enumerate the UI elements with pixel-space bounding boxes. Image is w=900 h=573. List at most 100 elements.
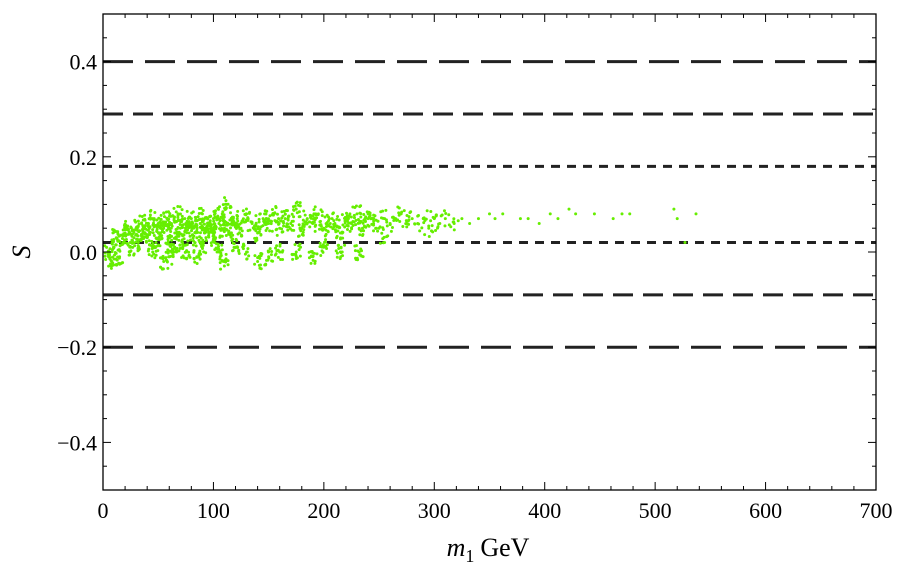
data-point — [288, 227, 292, 231]
data-point — [447, 213, 451, 217]
data-point — [160, 226, 164, 230]
data-point — [295, 256, 299, 260]
data-point — [537, 221, 541, 225]
data-point — [144, 239, 148, 243]
data-point — [155, 218, 159, 222]
data-point — [243, 252, 247, 256]
data-point — [152, 233, 156, 237]
data-point — [195, 223, 199, 227]
data-point — [416, 213, 420, 217]
data-point — [141, 231, 145, 235]
data-point — [253, 262, 257, 266]
data-point — [335, 251, 339, 255]
data-point — [186, 228, 190, 232]
data-point — [218, 261, 222, 265]
data-point — [339, 236, 343, 240]
x-tick-label: 400 — [528, 498, 561, 523]
data-point — [493, 217, 497, 221]
data-point — [303, 220, 307, 224]
data-point — [280, 210, 284, 214]
x-axis-title: m1 GeV — [447, 533, 530, 566]
data-point — [199, 236, 203, 240]
data-point — [136, 219, 140, 223]
data-point — [230, 239, 234, 243]
data-point — [401, 225, 405, 229]
data-point — [202, 222, 206, 226]
data-point — [236, 224, 240, 228]
data-point — [352, 213, 356, 217]
data-point — [110, 248, 114, 252]
data-point — [165, 259, 169, 263]
data-point — [291, 257, 295, 261]
data-point — [117, 239, 121, 243]
data-point — [270, 213, 274, 217]
data-point — [339, 255, 343, 259]
data-point — [192, 249, 196, 253]
data-point — [328, 221, 332, 225]
data-points — [103, 196, 698, 271]
data-point — [203, 227, 207, 231]
data-point — [221, 203, 225, 207]
data-point — [118, 244, 122, 248]
data-point — [384, 208, 388, 212]
data-point — [297, 248, 301, 252]
data-point — [172, 206, 176, 210]
data-point — [404, 222, 408, 226]
data-point — [160, 234, 164, 238]
data-point — [146, 225, 150, 229]
data-point — [385, 224, 389, 228]
data-point — [171, 253, 175, 257]
data-point — [167, 217, 171, 221]
data-point — [171, 243, 175, 247]
data-point — [213, 215, 217, 219]
data-point — [277, 217, 281, 221]
data-point — [178, 243, 182, 247]
data-point — [353, 249, 357, 253]
data-point — [147, 253, 151, 257]
data-point — [404, 219, 408, 223]
data-point — [252, 227, 256, 231]
data-point — [181, 223, 185, 227]
data-point — [238, 231, 242, 235]
data-point — [476, 217, 480, 221]
data-point — [169, 254, 173, 258]
data-point — [214, 209, 218, 213]
data-point — [292, 252, 296, 256]
data-point — [185, 209, 189, 213]
data-point — [132, 241, 136, 245]
data-point — [191, 243, 195, 247]
data-point — [376, 229, 380, 233]
data-point — [150, 247, 154, 251]
data-point — [178, 232, 182, 236]
data-point — [246, 247, 250, 251]
data-point — [356, 218, 360, 222]
data-point — [436, 225, 440, 229]
data-point — [151, 242, 155, 246]
y-tick-label: 0.0 — [70, 240, 98, 265]
data-point — [205, 224, 209, 228]
data-point — [358, 221, 362, 225]
data-point — [112, 230, 116, 234]
data-point — [230, 222, 234, 226]
data-point — [123, 238, 127, 242]
data-point — [390, 215, 394, 219]
data-point — [242, 220, 246, 224]
data-point — [192, 257, 196, 261]
data-point — [365, 210, 369, 214]
data-point — [108, 253, 112, 257]
data-point — [162, 260, 166, 264]
data-point — [360, 249, 364, 253]
data-point — [103, 254, 107, 258]
data-point — [348, 229, 352, 233]
data-point — [358, 253, 362, 257]
data-point — [240, 234, 244, 238]
data-point — [200, 211, 204, 215]
data-point — [302, 209, 306, 213]
data-point — [366, 223, 370, 227]
data-point — [119, 233, 123, 237]
data-point — [169, 229, 173, 233]
data-point — [256, 256, 260, 260]
data-point — [133, 218, 137, 222]
data-point — [253, 236, 257, 240]
data-point — [488, 212, 491, 216]
